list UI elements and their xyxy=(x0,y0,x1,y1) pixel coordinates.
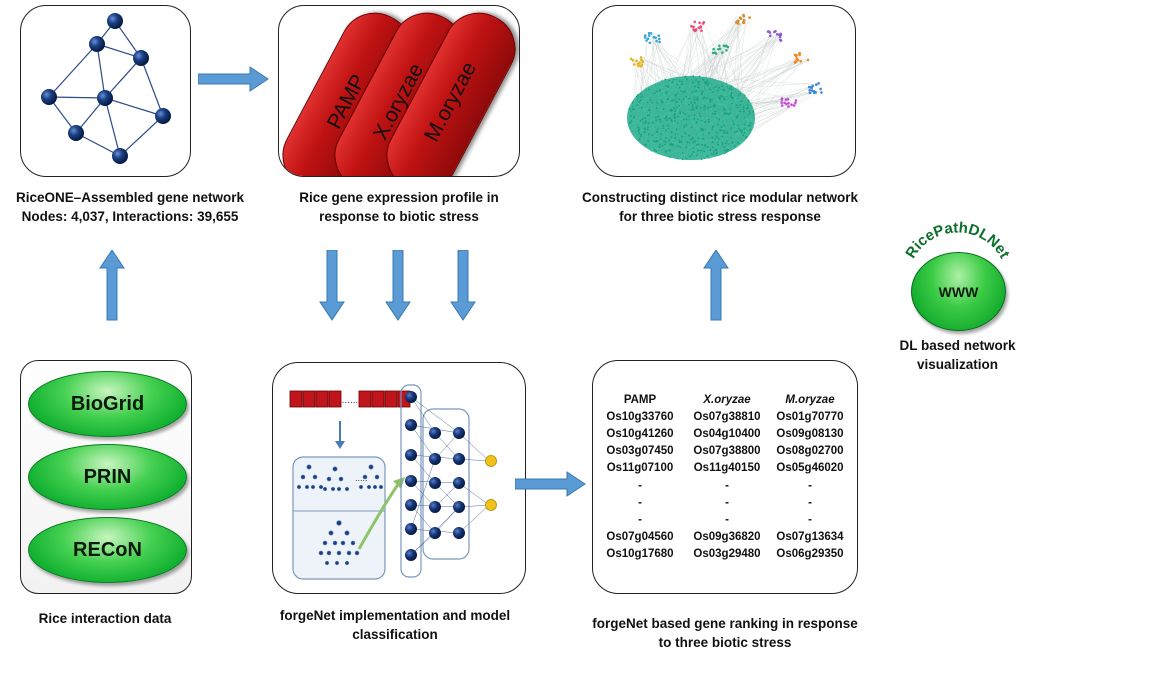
table-row: Os03g07450 Os07g38800 Os08g02700 xyxy=(606,445,844,457)
network-panel xyxy=(20,5,191,177)
table-row: Os11g07100 Os11g40150 Os05g46020 xyxy=(606,462,844,474)
modular-network-image xyxy=(627,13,823,161)
ranking-caption-line2: to three biotic stress xyxy=(658,635,792,650)
modular-caption-line2: for three biotic stress response xyxy=(619,209,821,224)
expression-caption: Rice gene expression profile in response… xyxy=(278,188,520,226)
arrow-down-expression-2 xyxy=(385,250,411,321)
svg-text:.....: ..... xyxy=(355,473,368,483)
forgenet-caption: forgeNet implementation and model classi… xyxy=(240,606,550,644)
interaction-panel: BioGrid PRIN RECoN xyxy=(20,360,192,594)
network-caption-line2: Nodes: 4,037, Interactions: 39,655 xyxy=(21,209,239,224)
network-caption-line1: RiceONE–Assembled gene network xyxy=(15,190,245,205)
web-caption-line2: visualization xyxy=(916,357,999,372)
interaction-caption-line1: Rice interaction data xyxy=(38,611,172,626)
expression-caption-line1: Rice gene expression profile in xyxy=(299,190,499,205)
arrow-down-expression-3 xyxy=(450,250,476,321)
table-row: Os10g17680 Os03g29480 Os06g29350 xyxy=(606,548,844,560)
table-row: --- xyxy=(638,514,812,526)
table-row: Os07g04560 Os09g36820 Os07g13634 xyxy=(606,531,844,543)
forgenet-panel: ...... ..... xyxy=(272,362,526,594)
feature-dots: ...... xyxy=(342,395,359,406)
arrow-down-expression-1 xyxy=(319,250,345,321)
www-button[interactable]: WWW xyxy=(911,252,1006,331)
header-x-oryzae: X.oryzae xyxy=(703,394,751,406)
table-row: Os10g41260 Os04g10400 Os09g08130 xyxy=(606,428,844,440)
interaction-caption: Rice interaction data xyxy=(0,609,210,628)
prin-pill: PRIN xyxy=(28,444,187,510)
web-caption-line1: DL based network xyxy=(899,338,1016,353)
ranking-caption-line1: forgeNet based gene ranking in response xyxy=(592,616,858,631)
expression-panel: PAMP X.oryzae M.oryzae xyxy=(278,5,520,177)
ranking-table: PAMP X.oryzae M.oryzae Os10g33760 Os07g38… xyxy=(594,362,860,594)
network-caption: RiceONE–Assembled gene network Nodes: 4,… xyxy=(0,188,260,226)
web-caption: DL based network visualization xyxy=(880,336,1035,374)
table-row: --- xyxy=(638,480,812,492)
modular-caption-line1: Constructing distinct rice modular netwo… xyxy=(581,190,859,205)
ranking-panel xyxy=(592,360,858,594)
modular-caption: Constructing distinct rice modular netwo… xyxy=(560,188,880,226)
table-row: --- xyxy=(638,497,812,509)
biogrid-pill: BioGrid xyxy=(28,371,187,437)
arrow-right-network-to-expression xyxy=(198,66,269,92)
network-graph-icon xyxy=(41,13,171,164)
ranking-header-row: PAMP X.oryzae M.oryzae xyxy=(594,394,860,406)
table-row: Os10g33760 Os07g38810 Os01g70770 xyxy=(606,411,844,423)
header-m-oryzae: M.oryzae xyxy=(785,394,835,406)
forgenet-diagram: ...... ..... xyxy=(289,384,497,580)
arrow-right-forgenet-to-ranking xyxy=(515,471,586,497)
forgenet-caption-line2: classification xyxy=(352,627,438,642)
expression-caption-line2: response to biotic stress xyxy=(319,209,479,224)
header-pamp: PAMP xyxy=(623,394,657,406)
modular-network-panel xyxy=(592,5,856,177)
ranking-caption: forgeNet based gene ranking in response … xyxy=(570,614,880,652)
forgenet-caption-line1: forgeNet implementation and model xyxy=(279,608,511,623)
recon-pill: RECoN xyxy=(28,517,187,583)
arrow-up-ranking-to-modular xyxy=(703,250,729,321)
arrow-up-interaction-to-network xyxy=(99,250,125,321)
